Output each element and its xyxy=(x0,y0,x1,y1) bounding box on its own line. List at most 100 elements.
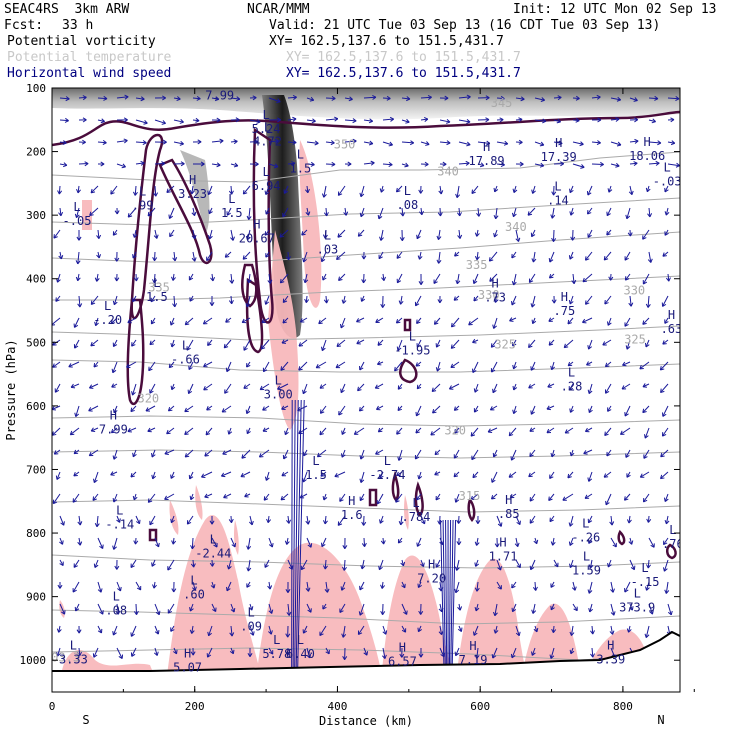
wind-vector-shaft xyxy=(472,471,479,479)
wind-vector-shaft xyxy=(475,603,479,612)
wind-vector-shaft xyxy=(211,581,215,589)
wind-vector xyxy=(246,537,252,550)
wind-vector xyxy=(621,383,631,390)
wind-vector-shaft xyxy=(110,471,118,476)
wind-vector xyxy=(284,427,289,436)
extremum-type: L xyxy=(228,192,235,206)
wind-vector xyxy=(434,471,441,476)
wind-vector-head xyxy=(114,277,120,282)
wind-vector-shaft xyxy=(610,163,620,167)
wind-vector xyxy=(154,95,166,101)
wind-vector-shaft xyxy=(188,273,194,281)
wind-vector xyxy=(529,559,536,571)
wind-vector xyxy=(59,515,65,526)
wind-vector-head xyxy=(224,253,230,258)
wind-vector-head xyxy=(500,162,505,168)
wind-vector xyxy=(306,118,316,124)
wind-vector-head xyxy=(268,650,274,655)
wind-vector-shaft xyxy=(569,559,574,568)
wind-vector-shaft xyxy=(323,493,327,501)
wind-vector-shaft xyxy=(563,339,574,348)
wind-vector xyxy=(97,625,103,634)
wind-vector-shaft xyxy=(226,207,232,216)
pv-contour xyxy=(126,298,145,406)
wind-vector xyxy=(244,492,251,498)
wind-vector-head xyxy=(152,279,158,284)
extremum-value: .60 xyxy=(183,588,205,602)
wind-vector-shaft xyxy=(582,273,593,283)
wind-vector-shaft xyxy=(246,361,251,368)
wind-vector xyxy=(493,207,499,220)
wind-vector-head xyxy=(376,499,382,505)
field-wind-xy: XY= 162.5,137.6 to 151.5,431.7 xyxy=(286,66,521,81)
wind-vector xyxy=(209,515,215,525)
wind-vector xyxy=(401,140,415,146)
wind-vector xyxy=(340,449,346,458)
wind-vector-shaft xyxy=(494,185,498,193)
wind-vector-shaft xyxy=(249,603,253,611)
wind-vector xyxy=(397,405,403,412)
wind-vector-head xyxy=(147,211,153,217)
wind-vector-shaft xyxy=(588,339,593,350)
wind-vector xyxy=(357,229,365,237)
wind-vector xyxy=(515,117,523,123)
wind-vector-head xyxy=(282,298,288,304)
wind-vector xyxy=(153,185,159,197)
wind-vector-shaft xyxy=(305,295,308,303)
wind-vector-shaft xyxy=(72,493,80,503)
wind-vector-head xyxy=(551,628,557,634)
wind-vector xyxy=(661,427,669,437)
wind-vector-head xyxy=(493,232,498,238)
wind-vector-shaft xyxy=(230,647,234,654)
wind-vector xyxy=(376,493,384,505)
wind-vector xyxy=(170,471,175,479)
wind-vector-head xyxy=(254,161,259,167)
wind-vector xyxy=(130,471,137,478)
wind-vector-head xyxy=(263,496,269,501)
wind-vector-shaft xyxy=(339,603,346,613)
wind-vector-head xyxy=(172,303,178,308)
wind-vector xyxy=(335,361,346,369)
wind-vector xyxy=(363,160,375,166)
wind-vector xyxy=(112,229,118,236)
wind-vector-shaft xyxy=(531,295,536,308)
wind-vector xyxy=(662,405,669,417)
wind-vector-head xyxy=(660,388,665,394)
wind-vector-shaft xyxy=(455,647,460,656)
wind-vector xyxy=(487,427,498,433)
wind-vector xyxy=(321,185,327,198)
wind-vector xyxy=(303,273,309,284)
wind-vector-head xyxy=(340,453,346,458)
wind-vector-shaft xyxy=(382,118,394,121)
wind-vector-shaft xyxy=(191,625,194,634)
wind-vector-head xyxy=(206,653,212,658)
x-axis-label: Distance (km) xyxy=(319,714,413,728)
wind-vector-head xyxy=(558,140,563,146)
wind-vector xyxy=(474,647,480,659)
wind-vector xyxy=(395,493,403,503)
wind-speed-shade xyxy=(268,230,299,430)
extremum-value: 18.06 xyxy=(629,149,665,163)
wind-vector-head xyxy=(291,161,296,167)
wind-vector xyxy=(430,427,441,436)
wind-vector-shaft xyxy=(401,207,404,217)
wind-vector-head xyxy=(112,231,118,236)
wind-vector-head xyxy=(213,543,218,548)
wind-vector xyxy=(477,117,490,123)
wind-vector-head xyxy=(224,389,229,394)
wind-vector xyxy=(306,537,313,548)
wind-vector-head xyxy=(268,609,274,614)
wind-vector-shaft xyxy=(509,317,517,322)
wind-vector xyxy=(192,117,200,123)
wind-vector xyxy=(553,161,565,167)
wind-vector xyxy=(287,161,296,167)
wind-vector-shaft xyxy=(458,603,461,611)
wind-vector-head xyxy=(229,279,235,284)
wind-vector-head xyxy=(389,116,395,122)
wind-vector-head xyxy=(219,138,224,144)
wind-vector-head xyxy=(450,322,456,328)
wind-vector xyxy=(77,647,82,656)
wind-vector xyxy=(170,625,175,632)
theta-label: 345 xyxy=(491,96,513,110)
wind-vector-head xyxy=(455,193,461,199)
